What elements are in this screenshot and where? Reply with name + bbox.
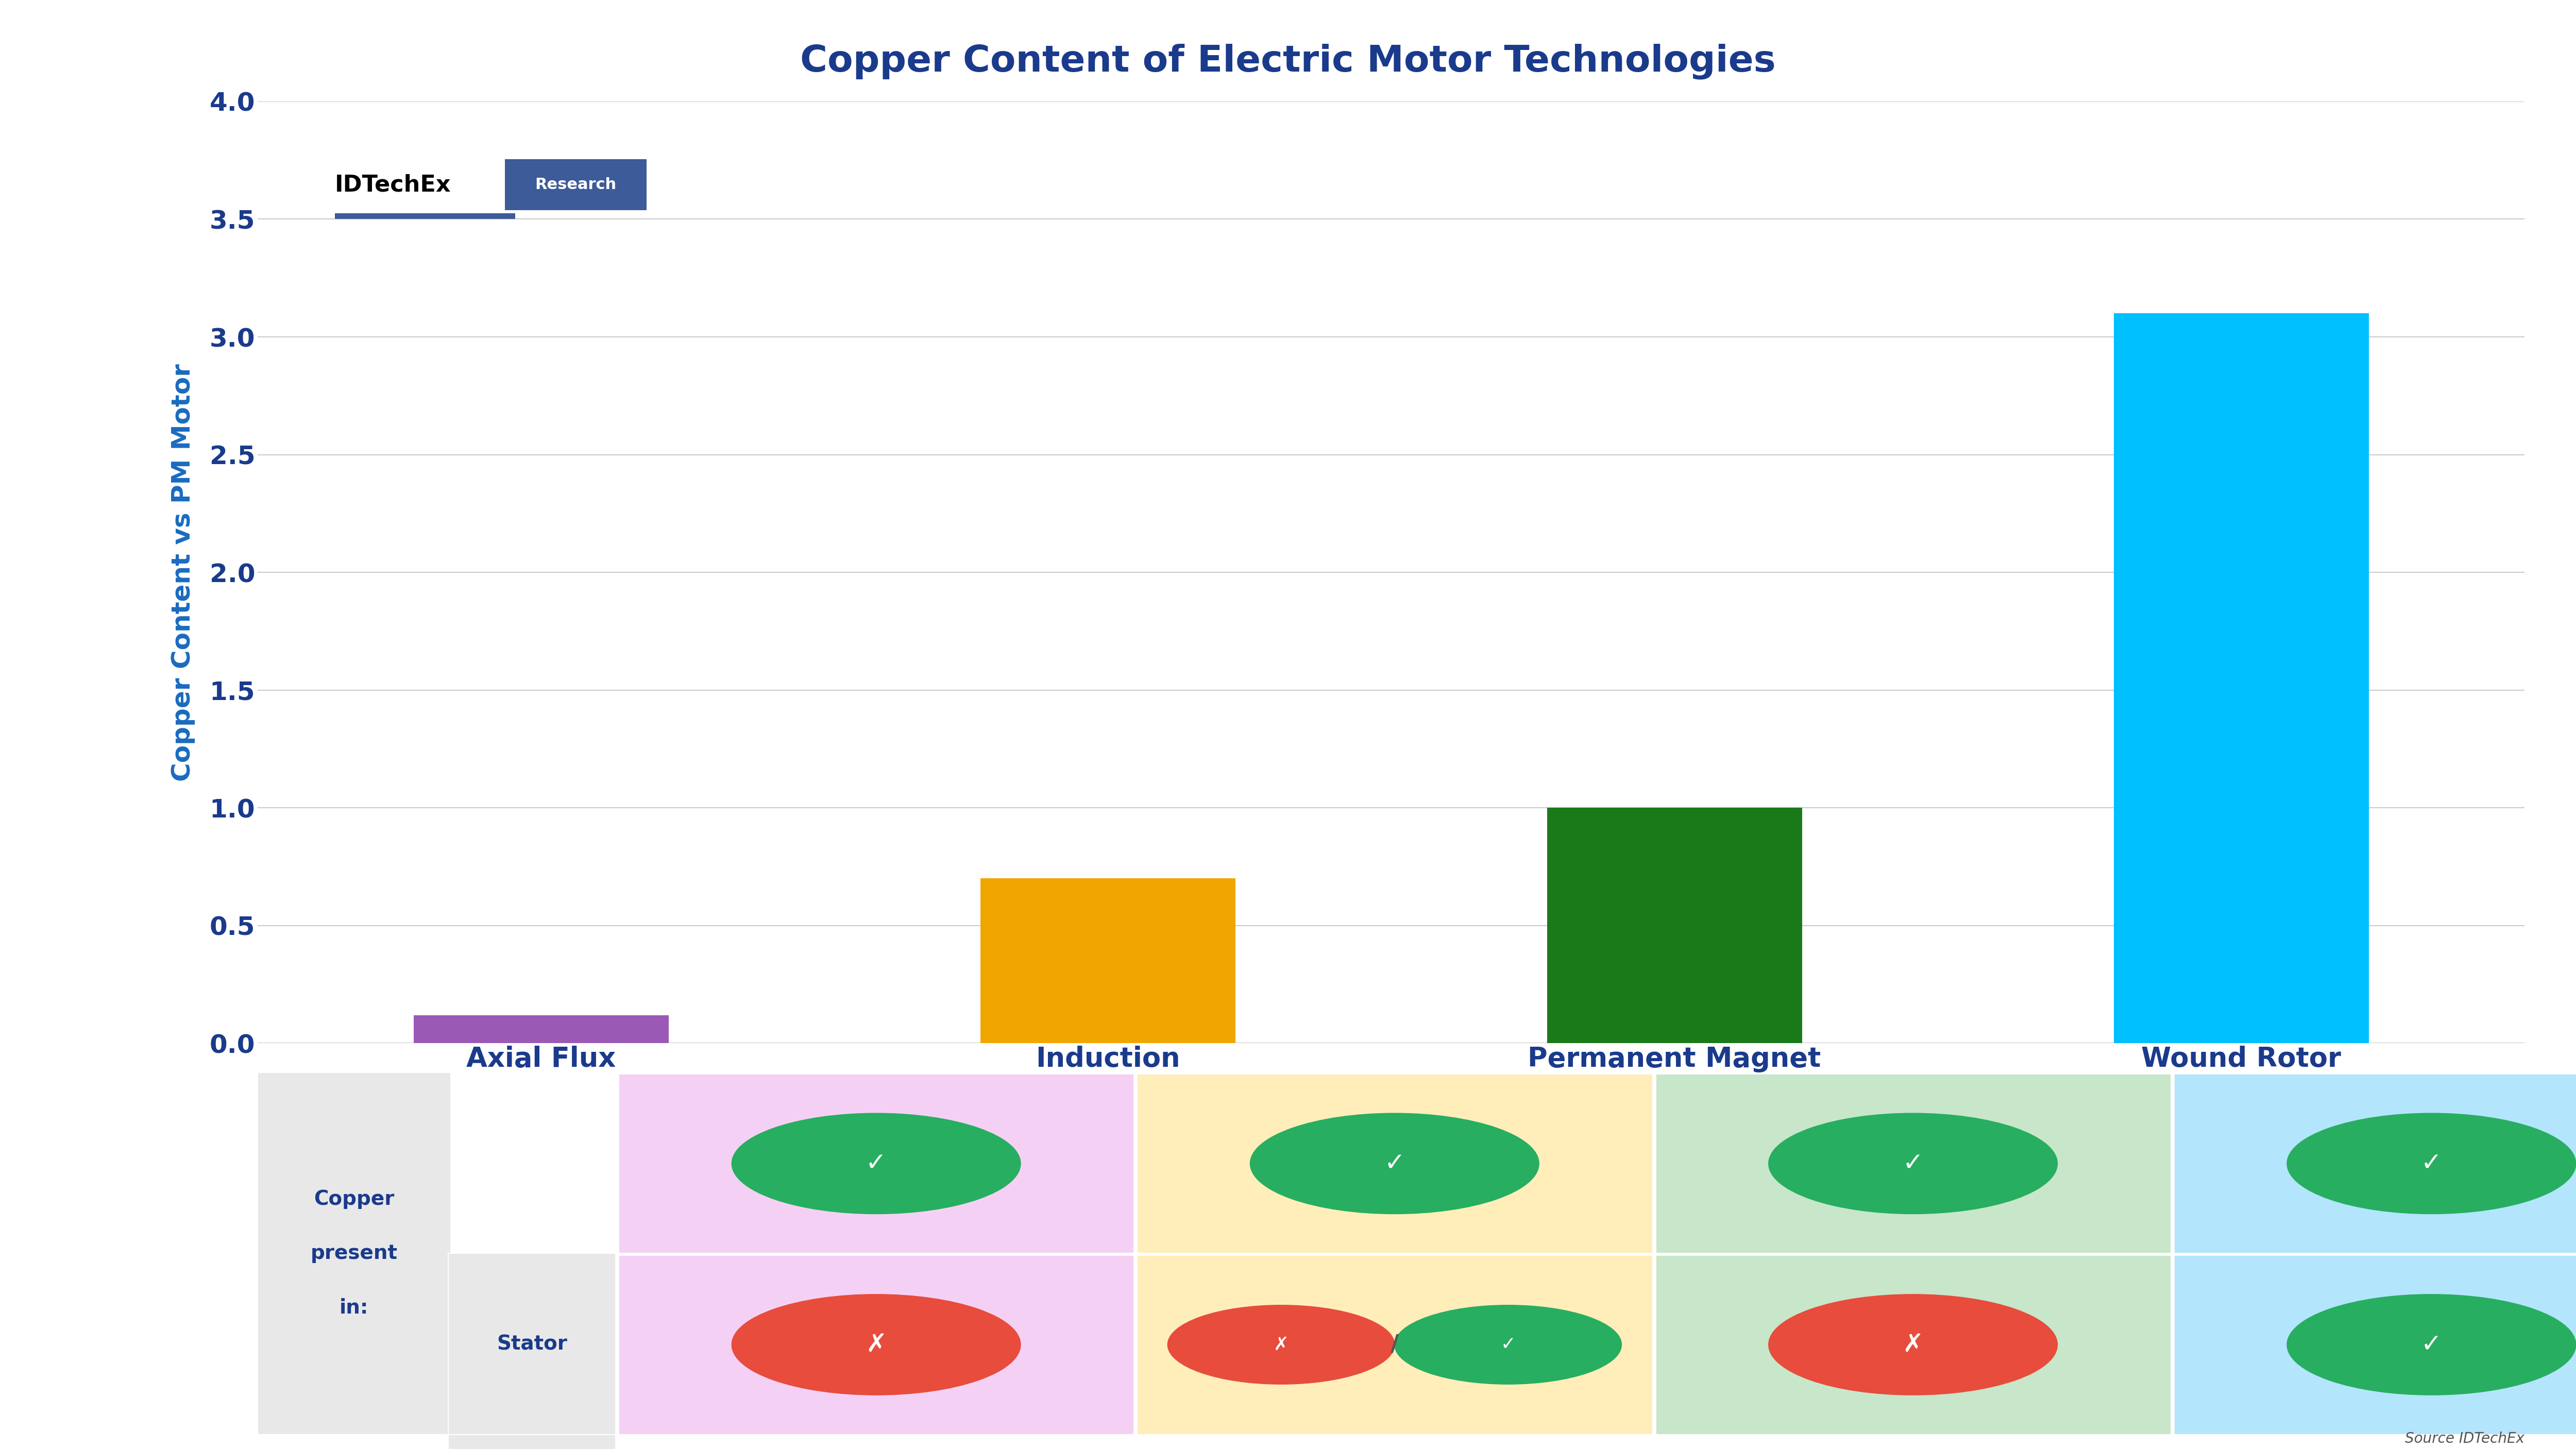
Circle shape xyxy=(1770,1113,2058,1214)
Text: IDTechEx: IDTechEx xyxy=(335,174,451,196)
Circle shape xyxy=(732,1294,1020,1395)
Circle shape xyxy=(1394,1306,1620,1384)
Text: ✓: ✓ xyxy=(2421,1332,2442,1358)
Circle shape xyxy=(1770,1294,2058,1395)
Text: ✓: ✓ xyxy=(1499,1336,1515,1353)
Text: Research: Research xyxy=(536,177,616,193)
Bar xyxy=(979,878,1236,1043)
Text: Stator: Stator xyxy=(497,1335,567,1353)
Text: ✓: ✓ xyxy=(1904,1151,1924,1177)
Circle shape xyxy=(1249,1113,1538,1214)
Text: ✗: ✗ xyxy=(1904,1332,1924,1358)
Bar xyxy=(412,1014,670,1043)
Text: present: present xyxy=(312,1243,397,1264)
Text: ✓: ✓ xyxy=(866,1151,886,1177)
Circle shape xyxy=(1167,1306,1394,1384)
Text: ✓: ✓ xyxy=(2421,1151,2442,1177)
Bar xyxy=(2112,313,2370,1043)
Text: /: / xyxy=(1391,1333,1399,1356)
Text: Copper Content of Electric Motor Technologies: Copper Content of Electric Motor Technol… xyxy=(801,43,1775,80)
Circle shape xyxy=(732,1113,1020,1214)
Circle shape xyxy=(2287,1294,2576,1395)
Text: in:: in: xyxy=(340,1298,368,1317)
Text: ✗: ✗ xyxy=(866,1332,886,1358)
Text: ✗: ✗ xyxy=(1273,1336,1288,1353)
Y-axis label: Copper Content vs PM Motor: Copper Content vs PM Motor xyxy=(170,364,196,781)
Bar xyxy=(1546,809,1803,1043)
Text: ✓: ✓ xyxy=(1383,1151,1404,1177)
Text: Copper: Copper xyxy=(314,1190,394,1208)
Text: Source IDTechEx: Source IDTechEx xyxy=(2406,1432,2524,1446)
Circle shape xyxy=(2287,1113,2576,1214)
